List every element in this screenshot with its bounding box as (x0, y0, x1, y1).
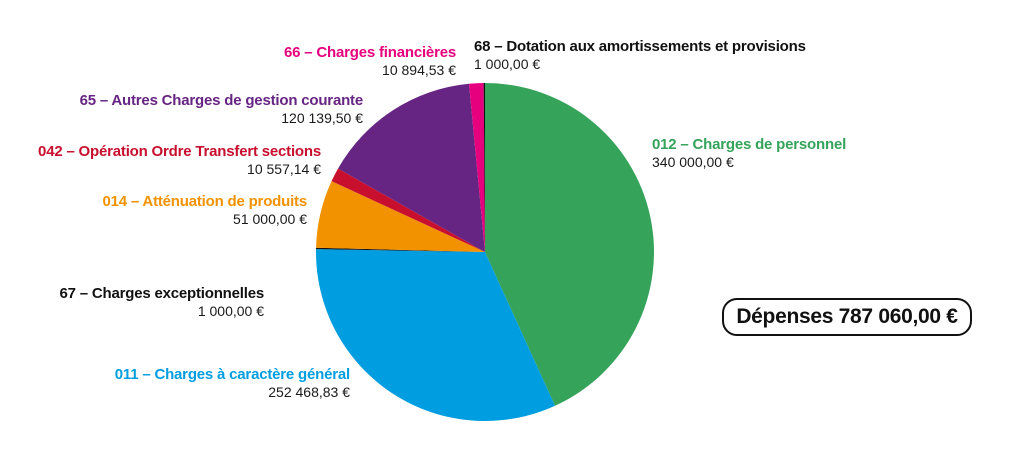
label-011: 011 – Charges à caractère général 252 46… (115, 366, 350, 400)
label-68-value: 1 000,00 € (474, 55, 541, 72)
label-014-name: 014 – Atténuation de produits (102, 193, 307, 210)
label-66: 66 – Charges financières 10 894,53 € (284, 44, 456, 78)
pie-slice-014 (316, 181, 485, 252)
pie-slice-67 (316, 247, 485, 252)
pie-slice-65 (338, 83, 485, 252)
label-042-value: 10 557,14 € (247, 160, 321, 177)
label-014: 014 – Atténuation de produits 51 000,00 … (102, 193, 307, 227)
pie-slice-042 (331, 168, 485, 252)
label-012-name: 012 – Charges de personnel (652, 136, 847, 153)
label-014-value: 51 000,00 € (233, 210, 307, 227)
total-expenses-badge: Dépenses 787 060,00 € (722, 298, 972, 336)
label-66-name: 66 – Charges financières (284, 44, 456, 61)
label-67-value: 1 000,00 € (197, 302, 264, 319)
label-68: 68 – Dotation aux amortissements et prov… (474, 38, 806, 72)
label-67-name: 67 – Charges exceptionnelles (59, 285, 265, 302)
label-042-name: 042 – Opération Ordre Transfert sections (38, 143, 321, 160)
label-66-value: 10 894,53 € (382, 61, 456, 78)
pie-slice-66 (468, 83, 485, 252)
label-011-value: 252 468,83 € (268, 383, 350, 400)
label-042: 042 – Opération Ordre Transfert sections… (38, 143, 321, 177)
label-65: 65 – Autres Charges de gestion courante … (79, 92, 364, 126)
label-67: 67 – Charges exceptionnelles 1 000,00 € (60, 285, 265, 319)
pie-slice-012 (485, 83, 654, 406)
label-012: 012 – Charges de personnel 340 000,00 € (652, 136, 846, 170)
label-65-value: 120 139,50 € (281, 109, 363, 126)
pie-slice-011 (316, 249, 556, 421)
label-012-value: 340 000,00 € (652, 153, 734, 170)
pie-slice-68 (483, 83, 485, 252)
label-011-name: 011 – Charges à caractère général (114, 366, 350, 383)
label-65-name: 65 – Autres Charges de gestion courante (79, 92, 364, 109)
label-68-name: 68 – Dotation aux amortissements et prov… (474, 38, 806, 55)
